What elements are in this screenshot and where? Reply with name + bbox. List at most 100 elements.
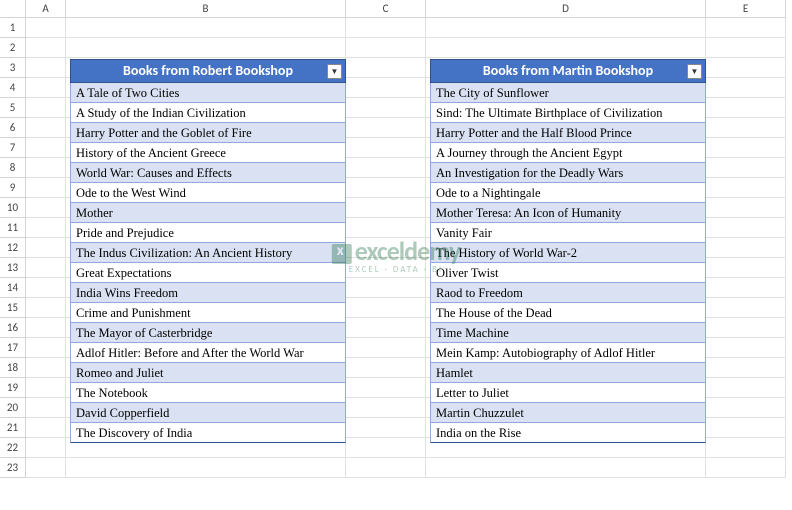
row-header[interactable]: 22 [0, 438, 26, 458]
cell[interactable] [26, 318, 66, 338]
cell[interactable] [26, 358, 66, 378]
table-row[interactable]: Vanity Fair [430, 223, 706, 243]
table-row[interactable]: The History of World War-2 [430, 243, 706, 263]
cell[interactable] [346, 358, 426, 378]
select-all-corner[interactable] [0, 0, 26, 18]
table-row[interactable]: History of the Ancient Greece [70, 143, 346, 163]
table-row[interactable]: Letter to Juliet [430, 383, 706, 403]
cell[interactable] [706, 338, 786, 358]
col-header-c[interactable]: C [346, 0, 426, 18]
cell[interactable] [346, 98, 426, 118]
row-header[interactable]: 2 [0, 38, 26, 58]
cell[interactable] [706, 178, 786, 198]
cell[interactable] [66, 38, 346, 58]
cell[interactable] [706, 378, 786, 398]
table-row[interactable]: Adlof Hitler: Before and After the World… [70, 343, 346, 363]
cell[interactable] [706, 58, 786, 78]
cell[interactable] [346, 418, 426, 438]
cell[interactable] [706, 138, 786, 158]
cell[interactable] [706, 398, 786, 418]
cell[interactable] [346, 458, 426, 478]
cell[interactable] [426, 458, 706, 478]
cell[interactable] [26, 298, 66, 318]
cell[interactable] [346, 158, 426, 178]
cell[interactable] [66, 18, 346, 38]
cell[interactable] [706, 418, 786, 438]
cell[interactable] [346, 238, 426, 258]
cell[interactable] [346, 78, 426, 98]
row-header[interactable]: 18 [0, 358, 26, 378]
row-header[interactable]: 7 [0, 138, 26, 158]
table-row[interactable]: Romeo and Juliet [70, 363, 346, 383]
row-header[interactable]: 19 [0, 378, 26, 398]
cell[interactable] [26, 218, 66, 238]
row-header[interactable]: 13 [0, 258, 26, 278]
cell[interactable] [26, 258, 66, 278]
table-row[interactable]: The Notebook [70, 383, 346, 403]
row-header[interactable]: 15 [0, 298, 26, 318]
cell[interactable] [26, 158, 66, 178]
cell[interactable] [706, 118, 786, 138]
cell[interactable] [346, 18, 426, 38]
table-row[interactable]: Ode to the West Wind [70, 183, 346, 203]
cell[interactable] [26, 58, 66, 78]
table-row[interactable]: Ode to a Nightingale [430, 183, 706, 203]
row-header[interactable]: 9 [0, 178, 26, 198]
table-row[interactable]: The Mayor of Casterbridge [70, 323, 346, 343]
cell[interactable] [346, 338, 426, 358]
cell[interactable] [26, 98, 66, 118]
cell[interactable] [26, 338, 66, 358]
cell[interactable] [706, 38, 786, 58]
row-header[interactable]: 11 [0, 218, 26, 238]
row-header[interactable]: 3 [0, 58, 26, 78]
cell[interactable] [26, 438, 66, 458]
table-row[interactable]: India Wins Freedom [70, 283, 346, 303]
cell[interactable] [26, 378, 66, 398]
table-row[interactable]: Mein Kamp: Autobiography of Adlof Hitler [430, 343, 706, 363]
table-row[interactable]: An Investigation for the Deadly Wars [430, 163, 706, 183]
cell[interactable] [706, 238, 786, 258]
col-header-a[interactable]: A [26, 0, 66, 18]
row-header[interactable]: 10 [0, 198, 26, 218]
table-header-martin[interactable]: Books from Martin Bookshop ▼ [430, 59, 706, 83]
cell[interactable] [346, 298, 426, 318]
table-header-robert[interactable]: Books from Robert Bookshop ▼ [70, 59, 346, 83]
table-row[interactable]: Mother [70, 203, 346, 223]
table-row[interactable]: The City of Sunflower [430, 83, 706, 103]
table-row[interactable]: The House of the Dead [430, 303, 706, 323]
table-row[interactable]: Mother Teresa: An Icon of Humanity [430, 203, 706, 223]
row-header[interactable]: 5 [0, 98, 26, 118]
cell[interactable] [346, 378, 426, 398]
table-row[interactable]: A Study of the Indian Civilization [70, 103, 346, 123]
cell[interactable] [26, 78, 66, 98]
table-row[interactable]: David Copperfield [70, 403, 346, 423]
cell[interactable] [26, 18, 66, 38]
cell[interactable] [26, 458, 66, 478]
table-row[interactable]: Harry Potter and the Half Blood Prince [430, 123, 706, 143]
row-header[interactable]: 6 [0, 118, 26, 138]
col-header-b[interactable]: B [66, 0, 346, 18]
table-row[interactable]: A Tale of Two Cities [70, 83, 346, 103]
table-row[interactable]: The Indus Civilization: An Ancient Histo… [70, 243, 346, 263]
filter-dropdown-icon[interactable]: ▼ [687, 64, 702, 79]
cell[interactable] [26, 118, 66, 138]
cell[interactable] [706, 198, 786, 218]
cell[interactable] [706, 218, 786, 238]
table-row[interactable]: Hamlet [430, 363, 706, 383]
cell[interactable] [26, 198, 66, 218]
table-row[interactable]: The Discovery of India [70, 423, 346, 443]
cell[interactable] [346, 318, 426, 338]
col-header-e[interactable]: E [706, 0, 786, 18]
row-header[interactable]: 20 [0, 398, 26, 418]
cell[interactable] [346, 258, 426, 278]
table-row[interactable]: Crime and Punishment [70, 303, 346, 323]
cell[interactable] [706, 78, 786, 98]
cell[interactable] [26, 38, 66, 58]
cell[interactable] [346, 38, 426, 58]
cell[interactable] [706, 158, 786, 178]
cell[interactable] [346, 58, 426, 78]
row-header[interactable]: 4 [0, 78, 26, 98]
cell[interactable] [26, 418, 66, 438]
col-header-d[interactable]: D [426, 0, 706, 18]
cell[interactable] [346, 398, 426, 418]
